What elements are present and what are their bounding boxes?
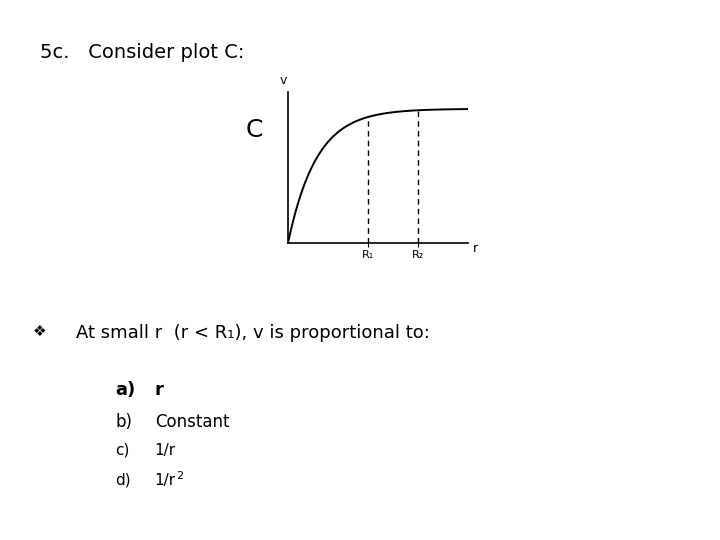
Text: 1/r: 1/r [155, 443, 176, 458]
Text: 2: 2 [176, 471, 184, 481]
Text: a): a) [115, 381, 135, 399]
Text: r: r [155, 381, 163, 399]
Text: 1/r: 1/r [155, 472, 176, 488]
Text: 5c.   Consider plot C:: 5c. Consider plot C: [40, 43, 244, 62]
Text: c): c) [115, 443, 130, 458]
Text: ❖: ❖ [32, 324, 46, 339]
Text: v: v [279, 75, 287, 87]
Text: C: C [246, 118, 263, 141]
Text: b): b) [115, 413, 132, 431]
Text: Constant: Constant [155, 413, 229, 431]
Text: At small r  (r < R₁), v is proportional to:: At small r (r < R₁), v is proportional t… [76, 324, 429, 342]
Text: r: r [473, 242, 478, 255]
Text: d): d) [115, 472, 131, 488]
